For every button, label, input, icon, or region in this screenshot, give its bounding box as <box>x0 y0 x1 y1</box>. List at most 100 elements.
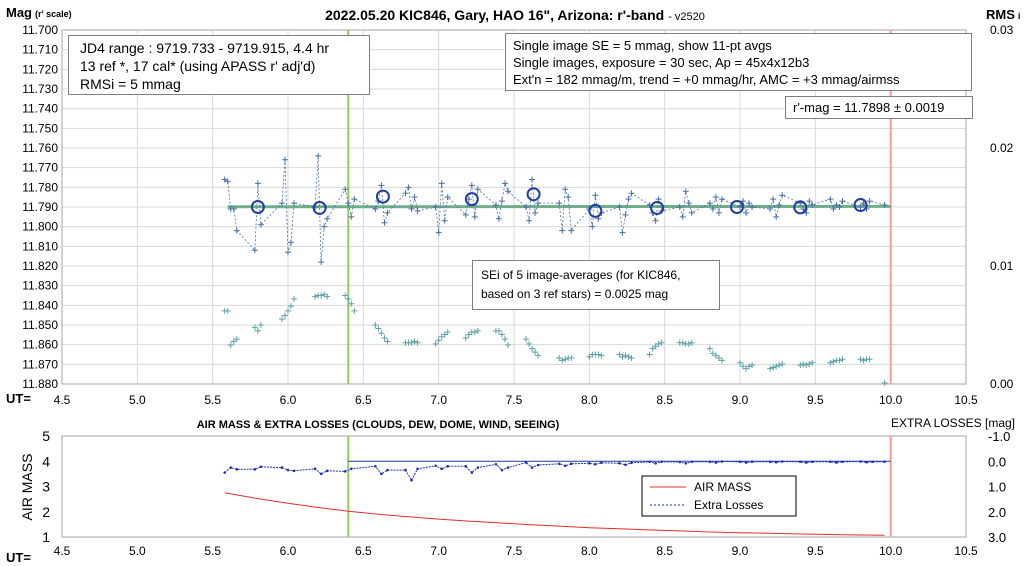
bottom-x-tick-label: 5.5 <box>204 544 221 558</box>
average-point <box>464 192 479 207</box>
extra-losses-point <box>744 461 748 464</box>
bottom-plot-area <box>61 435 967 538</box>
top-y-tick-label: 11.810 <box>22 239 58 253</box>
bottom-y2-tick-label: 3.0 <box>988 530 1006 545</box>
sei-line-2: based on 3 ref stars) = 0.0025 mag <box>481 287 669 301</box>
extra-losses-point <box>594 462 597 466</box>
single-image-mag-point <box>441 217 448 224</box>
extra-losses-point <box>780 460 784 463</box>
single-image-mag-point <box>462 211 469 218</box>
top-y-tick-label: 11.880 <box>22 377 58 391</box>
jd-range-box: JD4 range : 9719.733 - 9719.915, 4.4 hr … <box>68 35 370 95</box>
single-image-mag-point <box>435 229 442 236</box>
exposure-info-box: Single image SE = 5 mmag, show 11-pt avg… <box>505 33 972 91</box>
single-image-mag-point <box>718 196 725 203</box>
rms-point-point <box>257 322 264 328</box>
rms-point-point <box>378 330 385 337</box>
average-point <box>853 198 868 213</box>
rms-point-point <box>806 360 813 367</box>
r-mag-value: r'-mag = 11.7898 ± 0.0019 <box>793 100 945 115</box>
single-image-mag-connector <box>224 155 885 263</box>
single-image-mag-point <box>619 229 626 236</box>
single-image-mag-group <box>221 152 888 266</box>
single-image-mag-point <box>318 259 325 266</box>
extra-losses-point <box>530 466 534 469</box>
top-chart-title: 2022.05.20 KIC846, Gary, HAO 16", Arizon… <box>325 7 705 23</box>
extra-losses-point <box>714 461 718 464</box>
extra-losses-point <box>440 467 443 471</box>
single-image-mag-point <box>881 202 888 209</box>
extra-losses-point <box>600 461 603 465</box>
top-y-tick-label: 11.730 <box>22 82 58 96</box>
single-image-mag-point <box>501 180 508 187</box>
bottom-x-tick-label: 8.5 <box>656 544 673 558</box>
extra-losses-point <box>410 478 413 482</box>
top-x-tick-label: 7.0 <box>430 393 447 407</box>
single-image-mag-point <box>535 200 542 207</box>
exposure-line: Single images, exposure = 30 sec, Ap = 4… <box>513 55 810 70</box>
single-image-mag-point <box>233 227 240 234</box>
bottom-y2-axis-ticks: -1.0 0.0 1.0 2.0 3.0 <box>988 429 1010 545</box>
single-image-mag-point <box>378 182 385 189</box>
average-point <box>526 187 541 202</box>
extra-losses-point <box>494 462 498 466</box>
rms-point-point <box>556 355 563 362</box>
single-image-mag-point <box>746 200 753 207</box>
rms-point-point <box>737 359 743 366</box>
single-image-mag-point <box>471 213 478 220</box>
single-image-mag-point <box>532 209 539 216</box>
bottom-x-tick-label: 6.0 <box>280 544 297 558</box>
rms-point-point <box>227 342 234 349</box>
top-y-tick-label: 11.700 <box>22 23 58 37</box>
top-x-axis-label: UT= <box>6 391 31 406</box>
single-image-mag-point <box>830 205 837 212</box>
air-mass-chart: 5 4 3 2 1 -1.0 0.0 1.0 2.0 3.0 4.5 5.0 5.5 6.0 6.5 7.… <box>6 416 1015 565</box>
rms-point-point <box>598 352 605 359</box>
bottom-y-tick-label: 3 <box>42 479 50 495</box>
single-image-mag-point <box>827 196 834 203</box>
top-y-tick-label: 11.710 <box>22 43 58 57</box>
rms-point-point <box>776 362 783 369</box>
single-image-mag-point <box>221 176 228 183</box>
top-y-tick-label: 11.820 <box>22 259 58 273</box>
extra-losses-point <box>286 468 290 472</box>
single-image-mag-point <box>779 192 786 199</box>
sei-box: SEi of 5 image-averages (for KIC846, bas… <box>472 260 720 310</box>
extra-losses-point <box>624 463 627 467</box>
single-image-mag-point <box>682 188 689 195</box>
rms-point-point <box>652 343 659 350</box>
single-image-mag-point <box>836 204 843 210</box>
extra-losses-point <box>235 468 239 471</box>
single-image-mag-point <box>474 186 481 193</box>
rms-point-point <box>740 363 747 370</box>
extra-losses-point <box>690 460 694 464</box>
single-image-mag-point <box>492 202 499 209</box>
top-y-tick-label: 11.850 <box>22 318 58 332</box>
extra-losses-point <box>223 471 227 474</box>
extra-losses-point <box>618 461 621 465</box>
extra-losses-point <box>292 469 296 473</box>
extra-losses-point <box>349 467 353 471</box>
bottom-x-tick-label: 5.0 <box>129 544 146 558</box>
single-image-mag-point <box>622 211 629 218</box>
extra-losses-point <box>588 461 591 465</box>
top-y2-tick-label: 0.01 <box>990 259 1014 273</box>
top-y2-axis-label: RMS i <box>986 7 1020 22</box>
top-y2-axis-ticks: 0.03 0.02 0.01 0.00 <box>990 23 1014 391</box>
bottom-y-tick-label: 2 <box>42 504 50 520</box>
top-y2-tick-label: 0.02 <box>990 141 1014 155</box>
rms-point-point <box>718 357 725 364</box>
average-point <box>729 200 744 214</box>
top-y-tick-label: 11.770 <box>22 161 58 175</box>
rms-point-point <box>224 307 231 314</box>
top-y-tick-label: 11.860 <box>22 338 58 352</box>
bottom-x-axis-label: UT= <box>6 550 31 565</box>
rms-point-point <box>586 353 593 360</box>
bottom-y-tick-label: 5 <box>42 428 50 444</box>
top-y-tick-label: 11.760 <box>22 141 58 155</box>
extra-losses-point <box>470 471 474 474</box>
rms-point-point <box>254 327 261 334</box>
rms-point-point <box>312 293 319 300</box>
bottom-y-axis-ticks: 5 4 3 2 1 <box>42 428 50 545</box>
rms-point-point <box>685 340 692 347</box>
